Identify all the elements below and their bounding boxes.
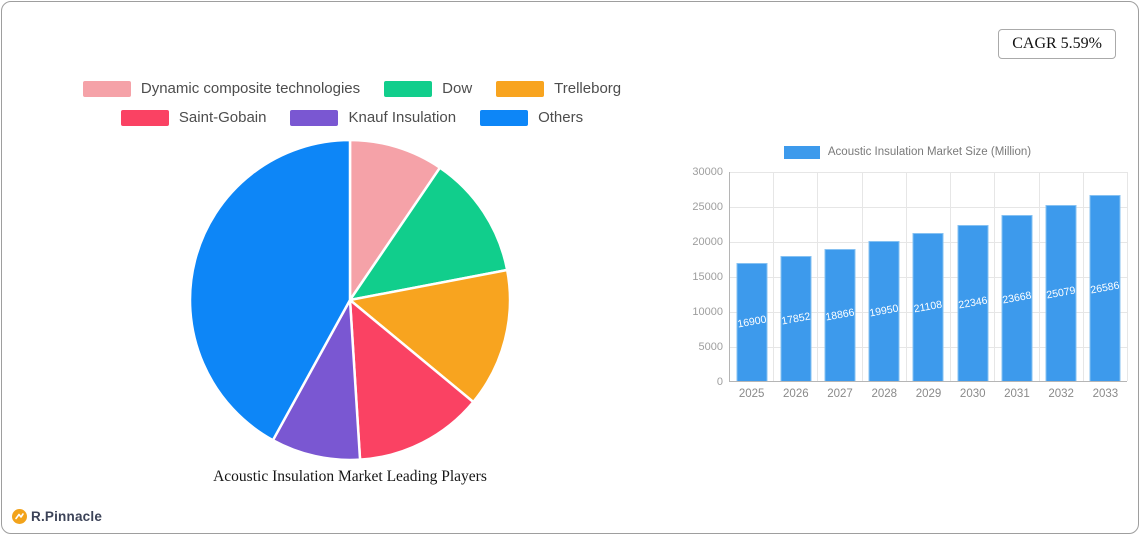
pie-slice-knauf-insulation[interactable] bbox=[271, 298, 362, 462]
pie-slice-saint-gobain[interactable] bbox=[348, 298, 475, 461]
legend-label: Dow bbox=[442, 80, 473, 97]
x-axis-tick-2032: 2032 bbox=[1048, 388, 1074, 400]
y-axis-tick-0: 0 bbox=[716, 376, 723, 388]
bar-legend-label: Acoustic Insulation Market Size (Million… bbox=[827, 146, 1032, 158]
legend-label: Saint-Gobain bbox=[178, 109, 267, 126]
bar-2026[interactable] bbox=[780, 256, 812, 381]
y-axis-tick-5000: 5000 bbox=[698, 341, 723, 353]
legend-label: Others bbox=[538, 109, 584, 126]
legend-item-trelleborg[interactable]: Trelleborg bbox=[496, 80, 621, 97]
bar-chart-plot-area: 0 5000 10000 15000 20000 25000 30000 16900 2025 1… bbox=[692, 166, 1128, 400]
x-axis-tick-2030: 2030 bbox=[959, 388, 986, 400]
x-axis-tick-2027: 2027 bbox=[827, 388, 853, 400]
pie-chart-svg bbox=[188, 138, 512, 462]
legend-item-dynamic-composite-technologies[interactable]: Dynamic composite technologies bbox=[82, 80, 361, 97]
pie-chart bbox=[188, 138, 512, 462]
pie-slice-trelleborg[interactable] bbox=[348, 268, 512, 404]
bar-cell-2027: 18866 2027 bbox=[818, 172, 863, 400]
pie-legend-row-1: Dynamic composite technologies Dow Trelleb… bbox=[37, 74, 667, 103]
legend-label: Knauf Insulation bbox=[348, 109, 457, 126]
y-axis-tick-15000: 15000 bbox=[692, 271, 723, 283]
x-axis-tick-2025: 2025 bbox=[738, 388, 765, 400]
y-axis-tick-30000: 30000 bbox=[692, 166, 723, 178]
pie-slice-dow[interactable] bbox=[348, 166, 509, 302]
cagr-badge-label: CAGR 5.59% bbox=[1012, 35, 1102, 52]
gridline-y-25000 bbox=[730, 207, 1127, 208]
bar-cell-2025: 16900 2025 bbox=[730, 172, 775, 400]
y-axis-tick-20000: 20000 bbox=[692, 236, 723, 248]
pie-legend-row-2: Saint-Gobain Knauf Insulation Others bbox=[37, 103, 667, 132]
legend-swatch bbox=[120, 109, 169, 126]
bar-2030[interactable] bbox=[957, 224, 989, 381]
bar-cell-2030: 22346 2030 bbox=[951, 172, 996, 400]
brand-name: R.Pinnacle bbox=[31, 509, 103, 524]
bar-2031[interactable] bbox=[1001, 215, 1033, 381]
pie-slice-others[interactable] bbox=[188, 138, 352, 442]
legend-swatch bbox=[496, 80, 545, 97]
y-axis-tick-25000: 25000 bbox=[692, 201, 723, 213]
legend-swatch bbox=[480, 109, 529, 126]
x-axis-tick-2031: 2031 bbox=[1004, 388, 1030, 400]
bar-2033[interactable] bbox=[1089, 194, 1121, 381]
y-axis-tick-10000: 10000 bbox=[692, 306, 723, 318]
bar-2025[interactable] bbox=[736, 262, 768, 381]
legend-item-others[interactable]: Others bbox=[480, 109, 583, 126]
bar-legend-swatch bbox=[783, 145, 820, 159]
bar-2032[interactable] bbox=[1045, 205, 1077, 381]
cagr-badge: CAGR 5.59% bbox=[998, 29, 1116, 59]
x-axis-tick-2033: 2033 bbox=[1092, 388, 1119, 400]
legend-label: Trelleborg bbox=[554, 80, 622, 97]
bar-chart: Acoustic Insulation Market Size (Million… bbox=[685, 144, 1130, 414]
bar-2028[interactable] bbox=[868, 241, 900, 381]
brand-footer: R.Pinnacle bbox=[12, 509, 102, 524]
legend-item-saint-gobain[interactable]: Saint-Gobain bbox=[120, 109, 267, 126]
x-axis-tick-2026: 2026 bbox=[783, 388, 809, 400]
pie-slice-dynamic-composite-technologies[interactable] bbox=[348, 138, 442, 302]
bar-cell-2026: 17852 2026 bbox=[774, 172, 819, 400]
legend-label: Dynamic composite technologies bbox=[140, 80, 361, 97]
x-axis-tick-2029: 2029 bbox=[915, 388, 942, 400]
legend-item-knauf-insulation[interactable]: Knauf Insulation bbox=[290, 109, 456, 126]
bar-cell-2031: 23668 2031 bbox=[995, 172, 1040, 400]
bar-chart-legend[interactable]: Acoustic Insulation Market Size (Million… bbox=[685, 144, 1130, 160]
bar-cell-2032: 25079 2032 bbox=[1040, 172, 1084, 400]
legend-swatch bbox=[290, 109, 339, 126]
gridline-y-30000 bbox=[730, 172, 1127, 173]
bar-cell-2029: 21108 2029 bbox=[907, 172, 952, 400]
pie-chart-title: Acoustic Insulation Market Leading Playe… bbox=[213, 468, 487, 485]
pie-legend: Dynamic composite technologies Dow Trelleb… bbox=[37, 74, 667, 132]
legend-swatch bbox=[82, 80, 131, 97]
bar-2029[interactable] bbox=[912, 233, 944, 381]
bar-cell-2033: 26586 2033 bbox=[1084, 172, 1128, 400]
logo-icon bbox=[12, 509, 27, 524]
bar-cell-2028: 19950 2028 bbox=[863, 172, 907, 400]
x-axis-tick-2028: 2028 bbox=[871, 388, 898, 400]
legend-item-dow[interactable]: Dow bbox=[384, 80, 472, 97]
legend-swatch bbox=[384, 80, 433, 97]
bar-2027[interactable] bbox=[824, 248, 856, 381]
